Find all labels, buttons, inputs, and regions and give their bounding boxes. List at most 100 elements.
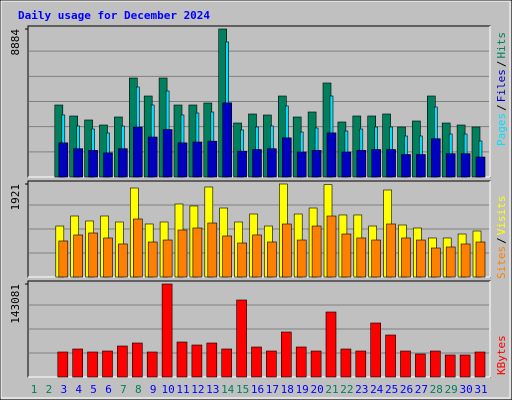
- x-tick-label: 17: [266, 383, 279, 396]
- bar: [340, 348, 352, 378]
- legend: Pages/Files/Hits: [495, 32, 508, 146]
- x-tick-label: 6: [105, 383, 112, 396]
- x-tick-label: 5: [90, 383, 97, 396]
- legend-entry: Sites: [495, 246, 508, 279]
- bar: [400, 350, 411, 378]
- legend-separator: /: [495, 61, 508, 68]
- y-tick-label: 1921: [9, 184, 22, 211]
- bar: [311, 150, 322, 178]
- x-tick-label: 14: [221, 383, 235, 396]
- bar: [371, 239, 382, 278]
- bar: [460, 153, 471, 178]
- bar: [87, 351, 98, 378]
- bar: [325, 311, 337, 378]
- bar: [221, 348, 232, 378]
- bar: [356, 150, 367, 178]
- legend: KBytes: [495, 335, 508, 375]
- bar: [58, 240, 69, 278]
- bar: [310, 350, 322, 378]
- x-tick-label: 3: [60, 383, 67, 396]
- bar: [356, 237, 367, 278]
- bar: [416, 239, 426, 278]
- x-tick-label: 23: [355, 383, 368, 396]
- bar: [474, 351, 486, 378]
- legend-entry: Pages: [495, 113, 508, 146]
- bar: [88, 232, 98, 278]
- x-tick-label: 29: [445, 383, 458, 396]
- bar: [147, 136, 158, 178]
- bar: [401, 237, 411, 278]
- bar: [281, 223, 292, 278]
- bar: [102, 350, 113, 378]
- bar: [237, 242, 247, 278]
- y-tick-label: 143081: [9, 284, 22, 324]
- bar: [371, 149, 382, 178]
- bar: [73, 234, 83, 278]
- bar: [429, 350, 441, 378]
- chart-title: Daily usage for December 2024: [18, 9, 210, 22]
- bar: [103, 237, 113, 278]
- x-tick-label: 10: [161, 383, 174, 396]
- x-tick-label: 16: [251, 383, 264, 396]
- bar: [192, 141, 203, 178]
- x-tick-label: 4: [75, 383, 82, 396]
- bar: [266, 350, 277, 378]
- bar: [72, 348, 83, 378]
- bar: [192, 227, 203, 278]
- bar: [88, 150, 98, 178]
- x-tick-label: 22: [340, 383, 353, 396]
- bar: [206, 342, 218, 378]
- bar: [445, 246, 456, 278]
- bar: [222, 102, 232, 178]
- x-tick-label: 31: [474, 383, 487, 396]
- bar: [341, 151, 352, 178]
- bar: [444, 354, 456, 378]
- bar: [281, 137, 292, 178]
- bar: [207, 222, 218, 278]
- bar: [177, 142, 188, 178]
- x-tick-label: 24: [370, 383, 384, 396]
- bar: [475, 241, 486, 278]
- bar: [267, 148, 277, 178]
- x-tick-label: 7: [120, 383, 127, 396]
- bar: [430, 138, 441, 178]
- bar: [103, 152, 113, 178]
- legend-separator: /: [495, 237, 508, 244]
- bar: [207, 140, 218, 178]
- bar: [73, 148, 83, 178]
- bar: [280, 331, 292, 378]
- bar: [162, 129, 173, 178]
- bar: [176, 341, 188, 378]
- bar: [341, 233, 352, 278]
- bar: [57, 351, 69, 378]
- bar: [133, 126, 143, 178]
- bar: [311, 225, 322, 278]
- legend-entry: Files: [495, 69, 508, 102]
- bar: [296, 151, 307, 178]
- bar: [326, 215, 337, 278]
- x-tick-label: 20: [310, 383, 323, 396]
- bar: [459, 354, 471, 378]
- bar: [146, 351, 158, 378]
- legend: Sites /Visits: [495, 196, 508, 280]
- x-tick-label: 2: [46, 383, 53, 396]
- x-tick-label: 25: [385, 383, 398, 396]
- bar: [177, 229, 188, 278]
- bar: [370, 322, 382, 378]
- x-tick-label: 28: [430, 383, 443, 396]
- x-tick-label: 15: [236, 383, 249, 396]
- bar: [237, 150, 247, 178]
- bar: [252, 149, 262, 178]
- bar: [415, 353, 426, 378]
- bar: [162, 239, 173, 278]
- x-tick-label: 30: [459, 383, 472, 396]
- bar: [355, 350, 367, 378]
- bar: [132, 342, 143, 378]
- bar: [385, 334, 396, 378]
- bar: [430, 247, 441, 278]
- bar: [386, 223, 396, 278]
- bar: [222, 235, 232, 278]
- bar: [161, 283, 173, 378]
